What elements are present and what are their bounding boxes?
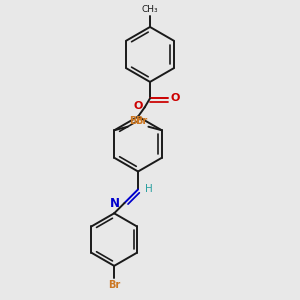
- Text: H: H: [145, 184, 152, 194]
- Text: Br: Br: [129, 116, 141, 126]
- Text: Br: Br: [108, 280, 120, 290]
- Text: O: O: [170, 93, 179, 103]
- Text: CH₃: CH₃: [142, 5, 158, 14]
- Text: Br: Br: [135, 116, 147, 126]
- Text: O: O: [134, 101, 143, 111]
- Text: N: N: [110, 197, 120, 210]
